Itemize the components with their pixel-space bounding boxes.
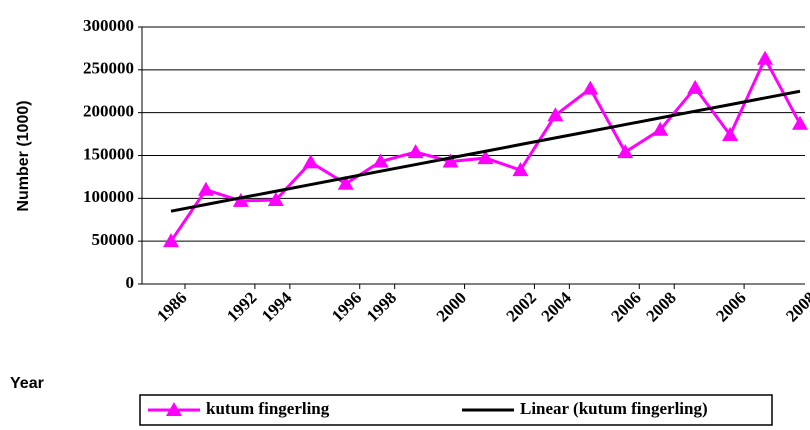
point-marker xyxy=(687,79,704,94)
y-tick-label: 250000 xyxy=(83,59,134,78)
y-tick-label: 50000 xyxy=(92,230,135,249)
y-tick-label: 300000 xyxy=(83,16,134,35)
x-tick-label: 1996 xyxy=(328,288,365,325)
point-marker xyxy=(407,144,424,159)
y-tick-label: 150000 xyxy=(83,144,134,163)
point-marker xyxy=(442,153,459,168)
point-marker xyxy=(512,162,529,177)
point-marker xyxy=(792,115,808,130)
x-tick-label: 1998 xyxy=(363,288,400,325)
x-tick-label: 2006 xyxy=(712,288,749,325)
point-marker xyxy=(722,126,739,141)
point-marker xyxy=(547,107,564,122)
point-marker xyxy=(652,121,669,136)
point-marker xyxy=(582,80,599,95)
point-marker xyxy=(372,153,389,168)
x-tick-label: 1994 xyxy=(258,288,296,326)
x-tick-label: 2006 xyxy=(607,288,644,325)
series-line xyxy=(170,89,801,213)
point-marker xyxy=(337,175,354,190)
point-marker xyxy=(617,144,634,159)
legend-label: Linear (kutum fingerling) xyxy=(520,399,708,418)
x-axis-title: Year xyxy=(10,375,44,392)
legend-box xyxy=(139,394,773,426)
x-tick-label: 2008 xyxy=(642,288,679,325)
point-marker xyxy=(757,50,774,65)
x-tick-label: 1992 xyxy=(223,288,260,325)
x-tick-label: 2000 xyxy=(433,288,470,325)
point-marker xyxy=(267,192,284,207)
x-tick-label: 2002 xyxy=(503,288,540,325)
y-tick-label: 200000 xyxy=(83,102,134,121)
point-marker xyxy=(232,192,249,207)
y-tick-label: 100000 xyxy=(83,187,134,206)
point-marker xyxy=(477,150,494,165)
point-marker xyxy=(197,181,214,196)
legend-marker xyxy=(166,402,182,416)
x-tick-label: 2008 xyxy=(782,288,810,325)
x-tick-label: 2004 xyxy=(538,288,576,326)
point-marker xyxy=(302,154,319,169)
y-axis-title: Number (1000) xyxy=(15,100,32,211)
point-marker xyxy=(163,233,179,248)
y-tick-label: 0 xyxy=(126,273,135,292)
x-tick-label: 1986 xyxy=(153,288,190,325)
legend-label: kutum fingerling xyxy=(206,399,330,418)
